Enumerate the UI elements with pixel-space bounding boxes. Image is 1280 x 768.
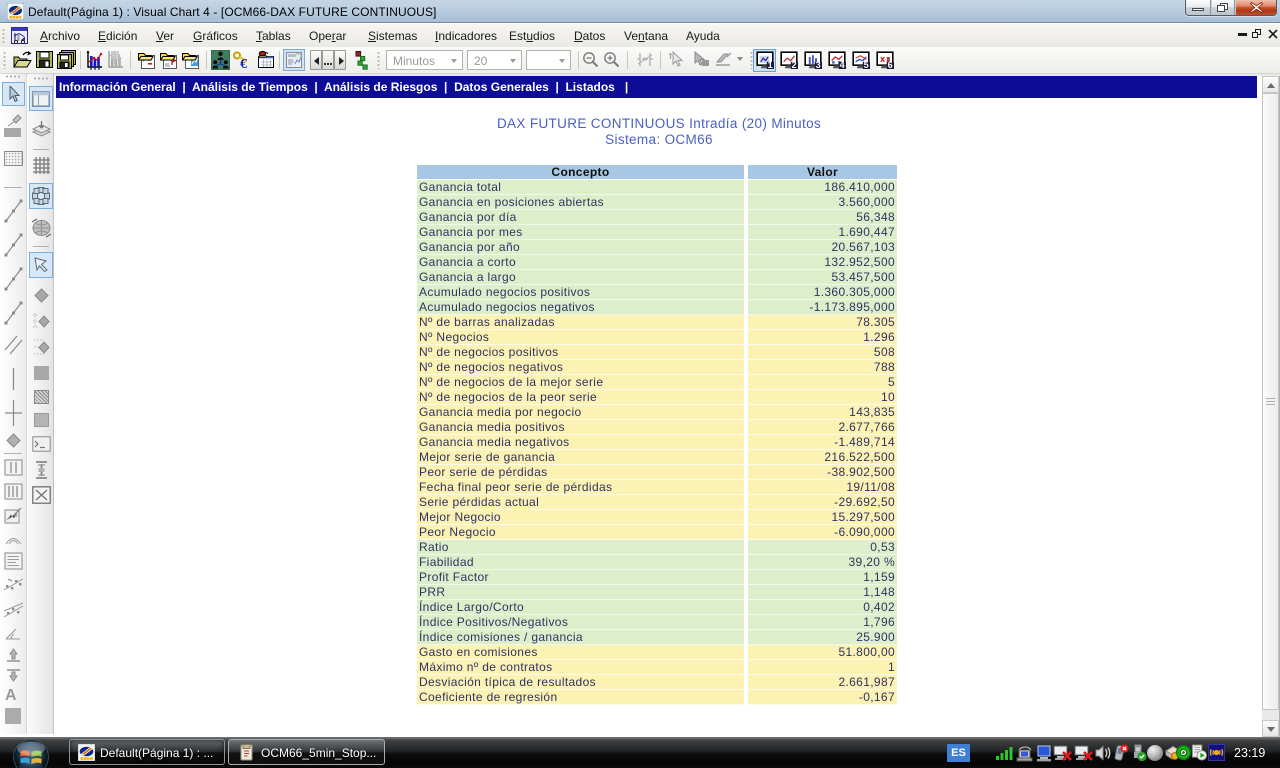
svg-text:1: 1 <box>768 60 773 69</box>
svg-text:3: 3 <box>816 60 821 69</box>
svg-text:6: 6 <box>888 60 893 69</box>
svg-text:€: € <box>240 57 247 69</box>
svg-text:4: 4 <box>840 60 845 69</box>
svg-text:5: 5 <box>864 60 869 69</box>
svg-text:2: 2 <box>792 60 797 69</box>
